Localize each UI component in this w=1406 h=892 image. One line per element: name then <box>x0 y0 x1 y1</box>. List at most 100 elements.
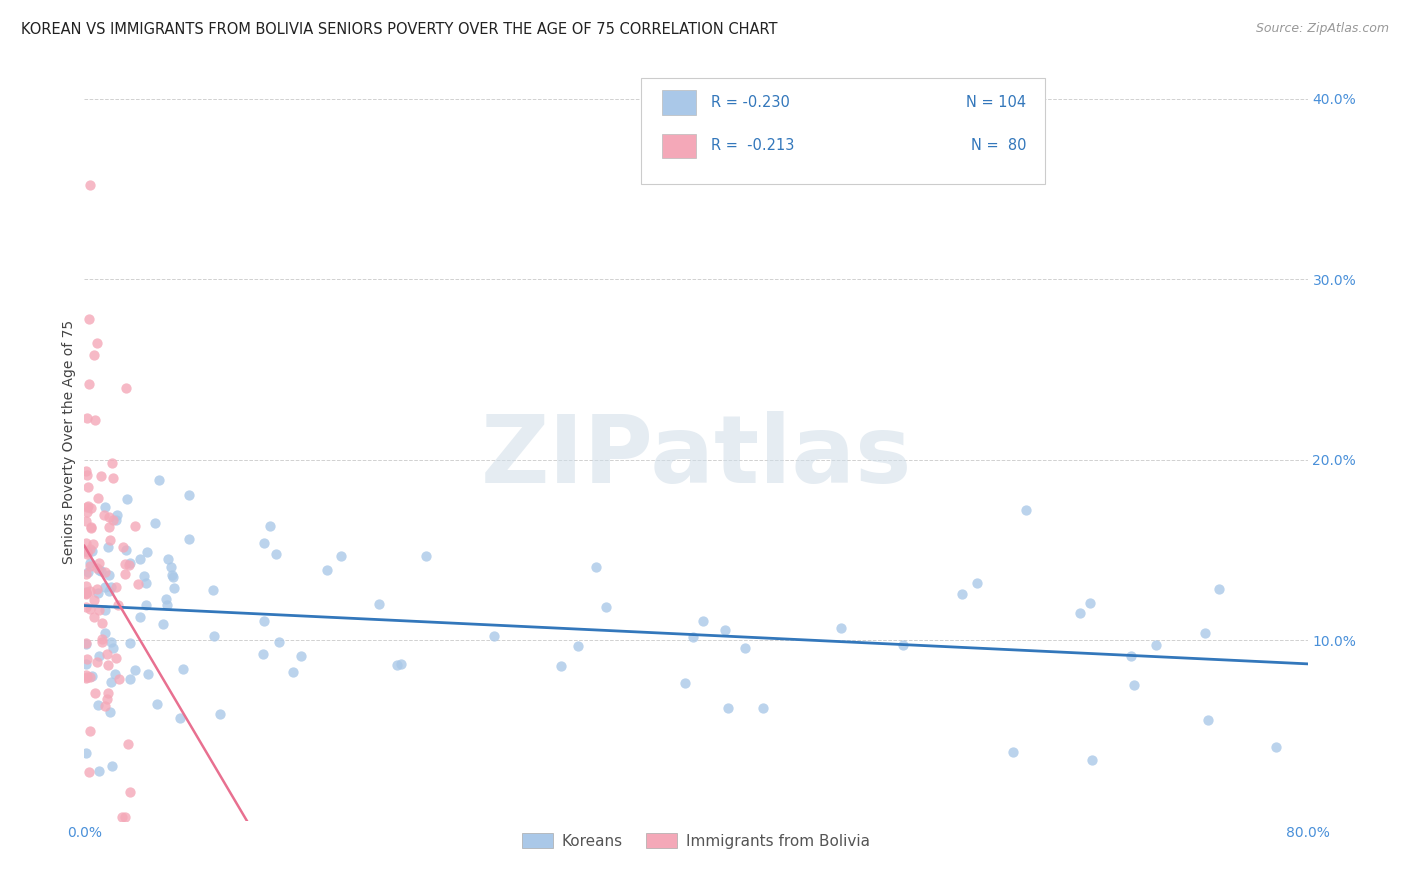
Point <box>156 551 179 566</box>
Point <box>101 641 124 656</box>
Point <box>177 488 200 502</box>
FancyBboxPatch shape <box>662 134 696 158</box>
Point <box>145 697 167 711</box>
Point <box>83 593 105 607</box>
Point <box>252 647 274 661</box>
Point <box>202 629 225 643</box>
Point <box>482 629 505 643</box>
Point <box>107 599 129 613</box>
Point <box>734 641 756 656</box>
Point <box>82 537 104 551</box>
Point <box>1197 713 1219 727</box>
FancyBboxPatch shape <box>641 78 1045 184</box>
Point <box>100 580 122 594</box>
Point <box>155 592 177 607</box>
Point <box>76 547 98 561</box>
Point <box>966 575 988 590</box>
Point <box>79 542 101 557</box>
Point <box>111 810 134 824</box>
Point <box>75 671 97 685</box>
Point <box>75 636 97 650</box>
Point <box>75 637 97 651</box>
Point <box>143 516 166 531</box>
Point <box>77 311 100 326</box>
Point <box>90 565 112 579</box>
Point <box>387 657 409 672</box>
Point <box>160 559 183 574</box>
Point <box>415 549 437 564</box>
Point <box>86 656 108 670</box>
Point <box>105 580 128 594</box>
Point <box>127 576 149 591</box>
Point <box>90 615 112 630</box>
Point <box>77 499 100 513</box>
Point <box>75 657 97 671</box>
Point <box>117 558 139 572</box>
Point <box>79 556 101 570</box>
Point <box>550 659 572 673</box>
Point <box>111 541 134 555</box>
Point <box>75 585 97 599</box>
Point <box>83 348 105 362</box>
Point <box>202 583 225 598</box>
Point <box>682 630 704 644</box>
Legend: Koreans, Immigrants from Bolivia: Koreans, Immigrants from Bolivia <box>516 827 876 855</box>
Point <box>75 600 97 615</box>
Point <box>148 474 170 488</box>
Text: R =  -0.213: R = -0.213 <box>710 138 794 153</box>
Point <box>75 464 97 478</box>
Point <box>86 560 108 574</box>
Point <box>98 533 121 547</box>
Point <box>179 532 201 546</box>
Point <box>98 509 121 524</box>
Point <box>128 610 150 624</box>
Point <box>76 566 98 580</box>
Point <box>389 657 412 672</box>
Point <box>104 651 127 665</box>
Point <box>751 700 773 714</box>
Point <box>97 657 120 672</box>
Point <box>1208 582 1230 596</box>
Text: KOREAN VS IMMIGRANTS FROM BOLIVIA SENIORS POVERTY OVER THE AGE OF 75 CORRELATION: KOREAN VS IMMIGRANTS FROM BOLIVIA SENIOR… <box>21 22 778 37</box>
Point <box>567 640 589 654</box>
Point <box>1194 626 1216 640</box>
Point <box>120 673 142 687</box>
Point <box>118 556 141 570</box>
Point <box>75 587 97 601</box>
Point <box>101 513 124 527</box>
Point <box>75 668 97 682</box>
Point <box>692 614 714 628</box>
Point <box>93 508 115 523</box>
Point <box>585 560 607 574</box>
Point <box>97 686 120 700</box>
Point <box>75 746 97 760</box>
Point <box>136 667 159 681</box>
Point <box>115 491 138 506</box>
Point <box>75 585 97 599</box>
Point <box>82 669 104 683</box>
Point <box>87 563 110 577</box>
Point <box>290 649 312 664</box>
Text: N =  80: N = 80 <box>970 138 1026 153</box>
Point <box>80 521 103 535</box>
Point <box>172 662 194 676</box>
Point <box>79 583 101 598</box>
Point <box>162 570 184 584</box>
Point <box>77 764 100 779</box>
Point <box>717 700 740 714</box>
Point <box>107 673 129 687</box>
Point <box>83 686 105 700</box>
Point <box>100 675 122 690</box>
Point <box>91 635 114 649</box>
Point <box>82 544 104 558</box>
Point <box>86 585 108 599</box>
Point <box>1123 678 1146 692</box>
Point <box>266 547 288 561</box>
Point <box>105 513 128 527</box>
Point <box>259 519 281 533</box>
Point <box>950 587 973 601</box>
Point <box>76 411 98 425</box>
Point <box>75 579 97 593</box>
Point <box>90 632 112 647</box>
Point <box>76 505 98 519</box>
